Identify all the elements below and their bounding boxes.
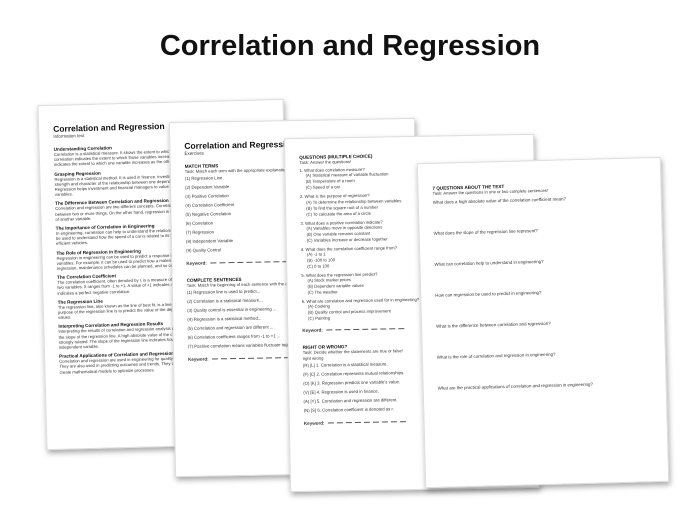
keyword-label: Keyword: [188,356,209,363]
keyword-box [399,420,406,423]
keyword-box [229,358,236,360]
keyword-box [343,329,350,331]
keyword-box [361,329,368,331]
keyword-box [372,421,379,423]
keyword-box [363,421,370,423]
keyword-box [370,329,377,331]
keyword-box [390,421,397,423]
keyword-box [220,358,227,360]
keyword-box [245,261,252,264]
keyword-box [209,262,216,264]
keyword-label: Keyword: [186,260,207,267]
keyword-box [247,358,254,360]
keyword-box [327,422,334,424]
keyword-box [265,357,272,359]
text-questions-sheet: 7 QUESTIONS ABOUT THE TEXT Task: Answer t… [416,156,670,489]
keyword-box [354,421,361,423]
keyword-label: Keyword: [302,327,323,334]
keyword-box [263,261,270,263]
keyword-box [325,329,332,331]
keyword-box [381,421,388,423]
keyword-box [379,328,386,330]
keyword-box [397,328,404,330]
keyword-box [334,329,341,331]
keyword-label: Keyword: [303,420,325,426]
keyword-box [352,329,359,331]
keyword-box [336,422,343,424]
keyword-box [236,262,243,264]
keyword-box [388,328,395,330]
keyword-box [274,357,281,359]
keyword-box [345,421,352,424]
question: What are the practical applications of c… [437,381,593,391]
keyword-box [272,261,279,263]
keyword-box [254,261,261,263]
keyword-box [238,358,245,360]
keyword-box [256,357,263,360]
main-title: Correlation and Regression [159,30,541,62]
term: (9) Quality Control [186,247,222,254]
keyword-box [218,262,225,264]
keyword-box [211,358,218,360]
keyword-box [227,262,234,264]
